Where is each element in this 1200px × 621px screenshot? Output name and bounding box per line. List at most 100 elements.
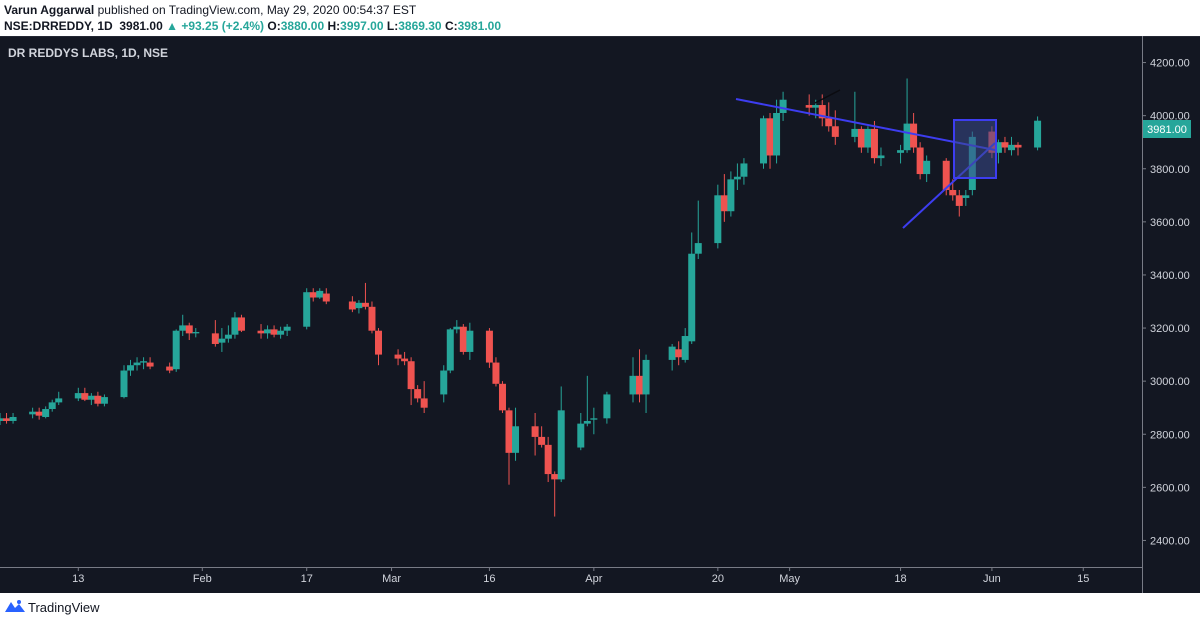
candle[interactable] xyxy=(538,426,546,448)
candle[interactable] xyxy=(374,328,382,366)
candle[interactable] xyxy=(870,120,878,164)
author-name[interactable]: Varun Aggarwal xyxy=(4,3,95,17)
candle[interactable] xyxy=(361,282,369,310)
candle[interactable] xyxy=(42,406,50,419)
candle[interactable] xyxy=(172,329,180,372)
candle[interactable] xyxy=(962,189,970,206)
candle[interactable] xyxy=(146,357,154,370)
candle[interactable] xyxy=(459,324,467,355)
candle[interactable] xyxy=(1001,136,1009,153)
candle[interactable] xyxy=(636,349,644,403)
candle[interactable] xyxy=(668,343,676,371)
candle[interactable] xyxy=(694,200,702,260)
candle[interactable] xyxy=(35,407,43,420)
candle[interactable] xyxy=(916,142,924,180)
candle[interactable] xyxy=(192,328,200,338)
candle[interactable] xyxy=(453,320,461,334)
candle[interactable] xyxy=(688,232,696,344)
candle[interactable] xyxy=(133,357,141,371)
candle[interactable] xyxy=(55,391,63,406)
candle[interactable] xyxy=(348,296,356,313)
candle[interactable] xyxy=(9,413,17,424)
candle[interactable] xyxy=(727,171,735,217)
candle[interactable] xyxy=(714,184,722,249)
candle[interactable] xyxy=(681,328,689,363)
candle[interactable] xyxy=(740,158,748,185)
highlight-box[interactable] xyxy=(953,119,997,179)
candle[interactable] xyxy=(779,91,787,121)
candle[interactable] xyxy=(407,357,415,406)
candle[interactable] xyxy=(629,357,637,403)
candle[interactable] xyxy=(577,413,585,451)
candle[interactable] xyxy=(283,324,291,337)
candle[interactable] xyxy=(81,387,89,402)
candle[interactable] xyxy=(505,407,513,485)
candle[interactable] xyxy=(309,288,317,302)
candle[interactable] xyxy=(127,359,135,376)
candle[interactable] xyxy=(955,189,963,217)
candle[interactable] xyxy=(87,393,95,406)
short-drawing-line[interactable] xyxy=(814,89,841,104)
candle[interactable] xyxy=(224,325,232,343)
candle[interactable] xyxy=(316,288,324,299)
candle[interactable] xyxy=(231,312,239,339)
candle[interactable] xyxy=(237,314,245,333)
candle[interactable] xyxy=(531,413,539,456)
candle[interactable] xyxy=(1014,142,1022,156)
candle[interactable] xyxy=(498,381,506,414)
candle[interactable] xyxy=(414,385,422,403)
candle[interactable] xyxy=(94,391,102,407)
candle[interactable] xyxy=(544,436,552,483)
candle[interactable] xyxy=(166,362,174,374)
candle[interactable] xyxy=(401,351,409,366)
candle[interactable] xyxy=(211,320,219,347)
candle[interactable] xyxy=(583,375,591,427)
candle[interactable] xyxy=(100,394,108,407)
candle[interactable] xyxy=(264,325,272,339)
candle[interactable] xyxy=(394,349,402,366)
candle[interactable] xyxy=(0,413,4,425)
candle[interactable] xyxy=(923,155,931,183)
candle[interactable] xyxy=(257,324,265,339)
candle[interactable] xyxy=(218,328,226,352)
candle[interactable] xyxy=(831,110,839,145)
chart-area[interactable]: DR REDDYS LABS, 1D, NSE 2400.00 2600.00 28… xyxy=(0,35,1200,593)
candle[interactable] xyxy=(3,413,11,424)
candle[interactable] xyxy=(910,112,918,153)
candle[interactable] xyxy=(864,126,872,153)
candle[interactable] xyxy=(720,174,728,222)
tradingview-brand[interactable]: TradingView xyxy=(28,600,100,615)
candle[interactable] xyxy=(120,365,128,399)
candle[interactable] xyxy=(512,407,520,461)
candle[interactable] xyxy=(1007,136,1015,156)
candle[interactable] xyxy=(675,341,683,366)
candle[interactable] xyxy=(805,94,813,116)
candle[interactable] xyxy=(857,126,865,153)
candle[interactable] xyxy=(48,399,56,412)
candle[interactable] xyxy=(277,326,285,339)
candle[interactable] xyxy=(1034,116,1042,151)
tradingview-logo-icon[interactable] xyxy=(4,599,26,613)
candle[interactable] xyxy=(551,471,559,517)
candle[interactable] xyxy=(590,407,598,435)
candle[interactable] xyxy=(851,91,859,143)
candle[interactable] xyxy=(185,322,193,340)
candle[interactable] xyxy=(29,407,37,419)
candle[interactable] xyxy=(446,328,454,374)
candle[interactable] xyxy=(466,322,474,360)
candle[interactable] xyxy=(140,357,148,370)
candle[interactable] xyxy=(322,288,330,305)
candle[interactable] xyxy=(557,386,565,483)
candle[interactable] xyxy=(179,314,187,337)
price-axis[interactable]: 2400.00 2600.00 2800.00 3000.00 3200.00 3400.… xyxy=(1142,58,1190,548)
candle[interactable] xyxy=(773,99,781,164)
candle[interactable] xyxy=(74,387,82,402)
candle[interactable] xyxy=(760,115,768,169)
candle[interactable] xyxy=(270,325,278,338)
candle[interactable] xyxy=(303,288,311,330)
candle[interactable] xyxy=(877,147,885,167)
candle[interactable] xyxy=(355,300,363,314)
candle[interactable] xyxy=(492,357,500,387)
candle[interactable] xyxy=(420,381,428,414)
candle[interactable] xyxy=(733,163,741,190)
